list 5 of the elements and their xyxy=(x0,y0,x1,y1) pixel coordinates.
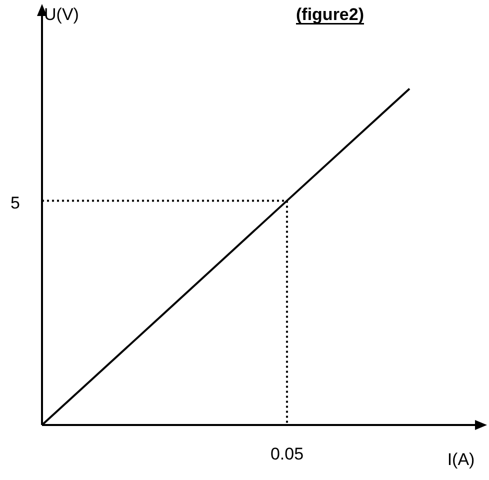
chart-title: (figure2) xyxy=(296,5,364,24)
text: 5 xyxy=(10,193,20,212)
y-axis-title: U(V) xyxy=(44,5,79,24)
text: 0.05 xyxy=(270,444,304,464)
x-axis-title: I(A) xyxy=(447,450,475,469)
